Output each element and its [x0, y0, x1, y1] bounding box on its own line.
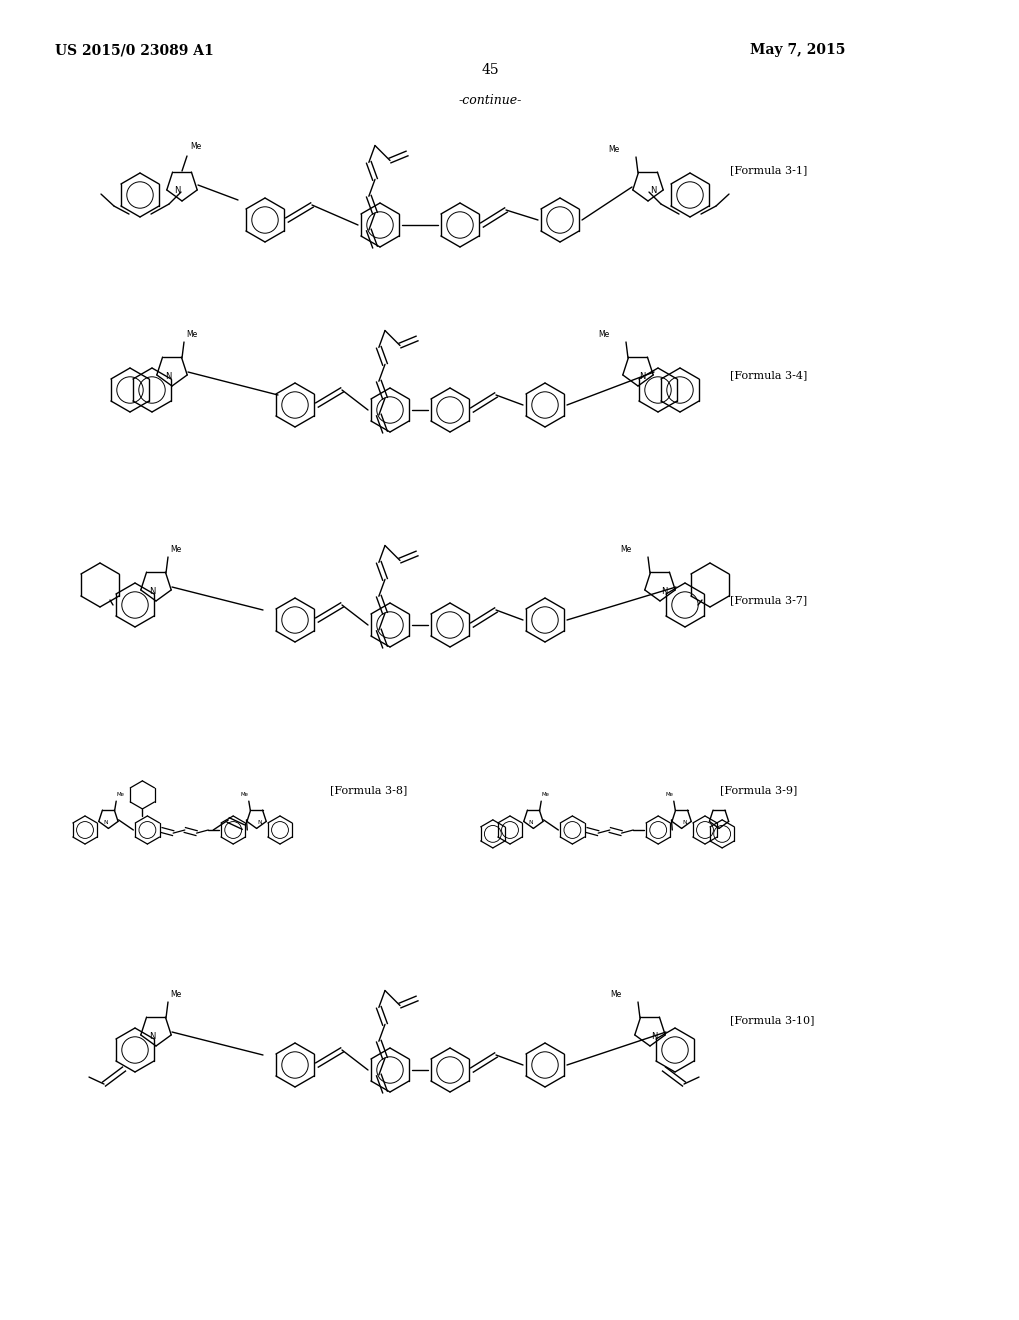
Text: N: N [638, 372, 645, 381]
Text: 45: 45 [481, 63, 498, 77]
Text: Me: Me [598, 330, 609, 339]
Text: N: N [165, 372, 171, 381]
Text: N: N [682, 820, 686, 825]
Text: N: N [650, 1032, 656, 1041]
Text: Me: Me [621, 545, 632, 554]
Text: N: N [660, 587, 666, 597]
Text: Me: Me [664, 792, 673, 797]
Text: [Formula 3-4]: [Formula 3-4] [730, 370, 807, 380]
Text: N: N [103, 820, 108, 825]
Text: [Formula 3-1]: [Formula 3-1] [730, 165, 807, 176]
Text: [Formula 3-9]: [Formula 3-9] [719, 785, 797, 795]
Text: -continue-: -continue- [458, 94, 521, 107]
Text: N: N [528, 820, 532, 825]
Text: US 2015/0 23089 A1: US 2015/0 23089 A1 [55, 44, 214, 57]
Text: N: N [149, 1032, 155, 1041]
Text: [Formula 3-10]: [Formula 3-10] [730, 1015, 814, 1026]
Text: N: N [173, 186, 180, 195]
Text: Me: Me [185, 330, 197, 339]
Text: Me: Me [610, 990, 622, 999]
Text: N: N [149, 587, 155, 597]
Text: [Formula 3-7]: [Formula 3-7] [730, 595, 806, 605]
Text: Me: Me [239, 792, 248, 797]
Text: Me: Me [117, 792, 124, 797]
Text: Me: Me [170, 545, 181, 554]
Text: Me: Me [541, 792, 549, 797]
Text: N: N [257, 820, 262, 825]
Text: May 7, 2015: May 7, 2015 [749, 44, 845, 57]
Text: Me: Me [190, 143, 201, 150]
Text: N: N [649, 186, 655, 195]
Text: Me: Me [170, 990, 181, 999]
Text: [Formula 3-8]: [Formula 3-8] [330, 785, 407, 795]
Text: Me: Me [608, 145, 620, 154]
